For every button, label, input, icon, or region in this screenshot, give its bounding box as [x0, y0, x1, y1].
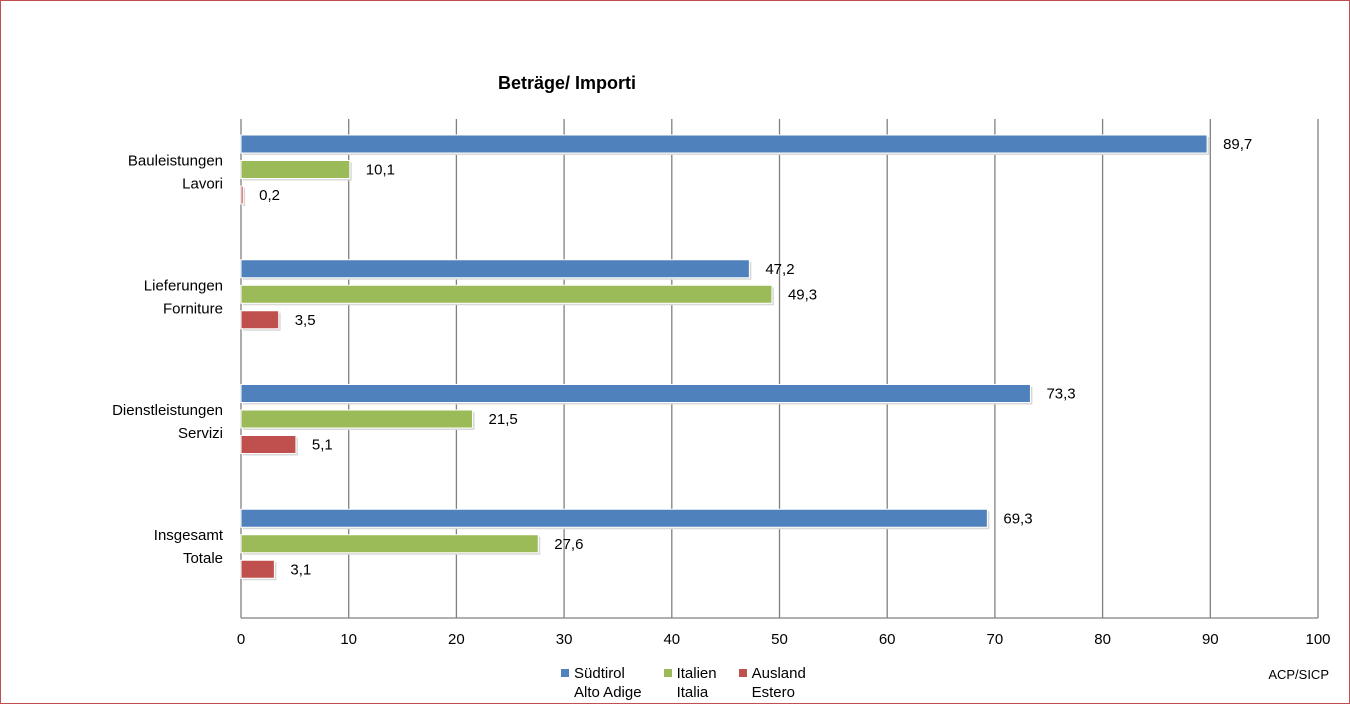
data-label: 5,1	[312, 437, 333, 454]
category-label-line: Lavori	[182, 176, 223, 193]
bar	[240, 409, 474, 429]
legend-swatch-ausland	[738, 669, 747, 677]
bar	[240, 310, 280, 330]
x-tick-label: 100	[1305, 631, 1330, 648]
bar	[240, 384, 1031, 403]
bar	[240, 435, 297, 454]
bar	[240, 185, 244, 205]
bar	[240, 160, 351, 179]
chart-title: Beträge/ Importi	[498, 73, 636, 93]
category-label-line: Forniture	[163, 300, 223, 317]
x-tick-label: 0	[237, 631, 245, 648]
x-tick-label: 40	[663, 631, 680, 648]
data-label: 27,6	[554, 536, 583, 553]
bar	[240, 284, 773, 304]
legend-item-suedtirol: Südtirol Alto Adige	[561, 664, 642, 702]
legend-swatch-italien	[663, 669, 672, 677]
legend-label-line2: Italia	[676, 684, 709, 701]
bar	[240, 259, 750, 279]
data-label: 3,5	[295, 312, 316, 329]
category-label-line: Dienstleistungen	[112, 402, 223, 419]
x-tick-label: 30	[556, 631, 573, 648]
source-credit: ACP/SICP	[1268, 667, 1329, 682]
category-label: Bauleistungen Lavori	[128, 153, 223, 193]
data-label: 89,7	[1223, 136, 1252, 153]
data-label: 0,2	[259, 187, 280, 204]
category-label: Lieferungen Forniture	[144, 277, 223, 317]
legend-label-line2: Estero	[751, 684, 795, 701]
legend-label-line2: Alto Adige	[574, 684, 642, 701]
x-tick-label: 50	[771, 631, 788, 648]
legend-item-ausland: Ausland Estero	[738, 664, 806, 702]
x-tick-label: 90	[1202, 631, 1219, 648]
data-label: 47,2	[765, 261, 794, 278]
bar	[240, 508, 988, 528]
x-tick-label: 10	[340, 631, 357, 648]
data-label: 21,5	[489, 411, 518, 428]
bar	[240, 134, 1208, 154]
category-label: Dienstleistungen Servizi	[112, 402, 223, 442]
data-label: 49,3	[788, 286, 817, 303]
legend-label-line1: Italien	[676, 665, 717, 682]
legend: Südtirol Alto Adige Italien Italia Ausla…	[561, 664, 828, 702]
x-tick-label: 60	[879, 631, 896, 648]
category-label-line: Servizi	[178, 425, 223, 442]
category-label-line: Lieferungen	[144, 277, 223, 294]
category-label: Insgesamt Totale	[154, 527, 224, 567]
category-label-line: Totale	[183, 550, 223, 567]
data-label: 10,1	[366, 162, 395, 179]
category-label-line: Bauleistungen	[128, 153, 223, 170]
bar-shadow	[243, 188, 246, 206]
category-label-line: Insgesamt	[154, 527, 224, 544]
data-label: 73,3	[1046, 386, 1075, 403]
x-tick-label: 70	[987, 631, 1004, 648]
legend-label-line1: Ausland	[751, 665, 806, 682]
data-label: 69,3	[1003, 510, 1032, 527]
data-label: 3,1	[290, 561, 311, 578]
legend-swatch-suedtirol	[561, 669, 569, 677]
x-tick-label: 20	[448, 631, 465, 648]
bar	[240, 534, 539, 554]
x-tick-label: 80	[1094, 631, 1111, 648]
legend-item-italien: Italien Italia	[663, 664, 717, 702]
legend-label-line1: Südtirol	[574, 665, 625, 682]
bar	[240, 559, 275, 579]
